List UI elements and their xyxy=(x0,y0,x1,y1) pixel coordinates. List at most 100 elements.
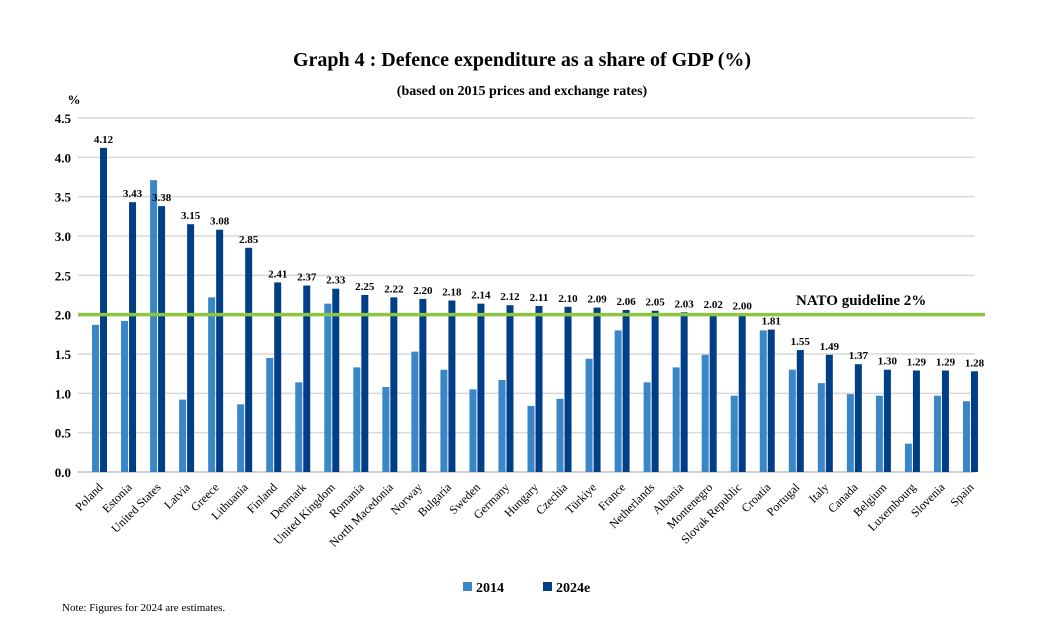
bar-2024e xyxy=(651,310,659,472)
y-tick-label: 0.5 xyxy=(55,426,72,441)
x-tick-label: Czechia xyxy=(533,480,571,518)
data-label: 2.18 xyxy=(442,287,462,299)
bar-2024e xyxy=(709,313,717,472)
bar-2024e xyxy=(593,307,601,472)
chart-subtitle: (based on 2015 prices and exchange rates… xyxy=(397,84,648,99)
data-label: 1.81 xyxy=(762,316,781,328)
bar-2024e xyxy=(245,247,253,472)
bar-2024e xyxy=(941,370,949,472)
x-tick-label: Bulgaria xyxy=(415,480,455,520)
bar-2014 xyxy=(556,398,564,472)
data-label: 2.85 xyxy=(239,234,259,246)
bar-2014 xyxy=(933,395,941,472)
data-label: 2.37 xyxy=(297,272,317,284)
bar-2024e xyxy=(361,295,369,472)
y-tick-label: 1.0 xyxy=(55,386,71,401)
bar-2024e xyxy=(680,312,688,472)
y-tick-label: 4.0 xyxy=(55,150,71,165)
legend-swatch-2024e xyxy=(543,582,552,591)
bar-2014 xyxy=(121,320,129,472)
bar-2014 xyxy=(962,401,970,472)
bar-2024e xyxy=(506,305,514,472)
data-label: 1.29 xyxy=(936,357,956,369)
bar-2024e xyxy=(767,329,775,472)
bar-2024e xyxy=(825,354,833,472)
bar-2024e xyxy=(535,306,543,472)
data-label: 1.28 xyxy=(965,357,985,369)
bars xyxy=(92,147,978,473)
data-label: 2.11 xyxy=(530,292,549,304)
bar-2014 xyxy=(179,399,187,472)
bar-2024e xyxy=(854,364,862,472)
data-labels: 4.12 3.43 3.38 3.15 3.08 2.85 2.41 2.37 2.33 2.25… xyxy=(94,134,985,369)
data-label: 2.10 xyxy=(558,293,578,305)
bar-2014 xyxy=(701,354,709,472)
data-label: 2.05 xyxy=(646,297,666,309)
bar-2014 xyxy=(875,395,883,472)
data-label: 3.15 xyxy=(181,210,201,222)
x-tick-label: Poland xyxy=(72,480,105,513)
bar-2014 xyxy=(817,383,825,472)
data-label: 2.06 xyxy=(616,296,636,308)
legend-label-2024e: 2024e xyxy=(556,581,590,596)
bar-2014 xyxy=(614,330,622,472)
data-label: 2.22 xyxy=(384,283,404,295)
data-label: 2.12 xyxy=(500,291,520,303)
data-label: 2.02 xyxy=(704,299,724,311)
bar-2014 xyxy=(527,405,535,472)
bar-2014 xyxy=(585,358,593,472)
y-tick-label: 2.5 xyxy=(55,268,72,283)
bar-2014 xyxy=(266,357,274,472)
x-tick-label: Portugal xyxy=(764,480,803,519)
data-label: 2.41 xyxy=(268,268,287,280)
bar-2024e xyxy=(216,229,224,472)
bar-2024e xyxy=(564,306,572,472)
bar-2024e xyxy=(883,369,891,472)
bar-2024e xyxy=(303,285,311,472)
y-tick-label: 2.0 xyxy=(55,308,71,323)
bar-2024e xyxy=(129,202,137,472)
data-label: 2.25 xyxy=(355,281,375,293)
bar-2014 xyxy=(92,324,100,472)
data-label: 2.33 xyxy=(326,275,346,287)
data-label: 2.14 xyxy=(471,290,491,302)
bar-2014 xyxy=(440,369,448,472)
bar-2024e xyxy=(274,282,282,472)
bar-2024e xyxy=(100,147,108,473)
bar-2014 xyxy=(208,297,216,472)
bar-2014 xyxy=(237,404,245,472)
y-tick-label: 4.5 xyxy=(55,111,72,126)
data-label: 1.29 xyxy=(907,357,927,369)
bar-2014 xyxy=(150,180,158,472)
bar-2024e xyxy=(622,309,630,472)
bar-2014 xyxy=(672,367,680,472)
bar-2014 xyxy=(788,369,796,472)
x-tick-label: Spain xyxy=(947,480,976,509)
bar-2014 xyxy=(904,443,912,472)
bar-2014 xyxy=(469,389,477,472)
bar-2014 xyxy=(353,367,361,472)
y-tick-label: 1.5 xyxy=(55,347,72,362)
bar-2014 xyxy=(295,382,303,472)
bar-2024e xyxy=(158,206,166,472)
bar-2024e xyxy=(448,300,456,472)
data-label: 3.38 xyxy=(152,192,172,204)
bar-2014 xyxy=(643,382,651,472)
bar-2024e xyxy=(970,371,978,472)
bar-2024e xyxy=(796,350,804,472)
bar-2024e xyxy=(419,298,427,472)
y-tick-label: 3.5 xyxy=(55,190,72,205)
data-label: 1.55 xyxy=(791,336,811,348)
data-label: 3.08 xyxy=(210,216,230,228)
bar-2024e xyxy=(187,224,195,472)
bar-2014 xyxy=(498,379,506,472)
data-label: 3.43 xyxy=(123,188,143,200)
bar-2014 xyxy=(324,303,332,472)
bar-2024e xyxy=(912,370,920,472)
bar-2014 xyxy=(846,394,854,472)
nato-reference-label: NATO guideline 2% xyxy=(796,293,926,309)
bar-2024e xyxy=(477,303,485,472)
y-tick-label: 0.0 xyxy=(55,465,71,480)
data-label: 2.00 xyxy=(733,301,753,313)
data-label: 1.30 xyxy=(878,356,898,368)
